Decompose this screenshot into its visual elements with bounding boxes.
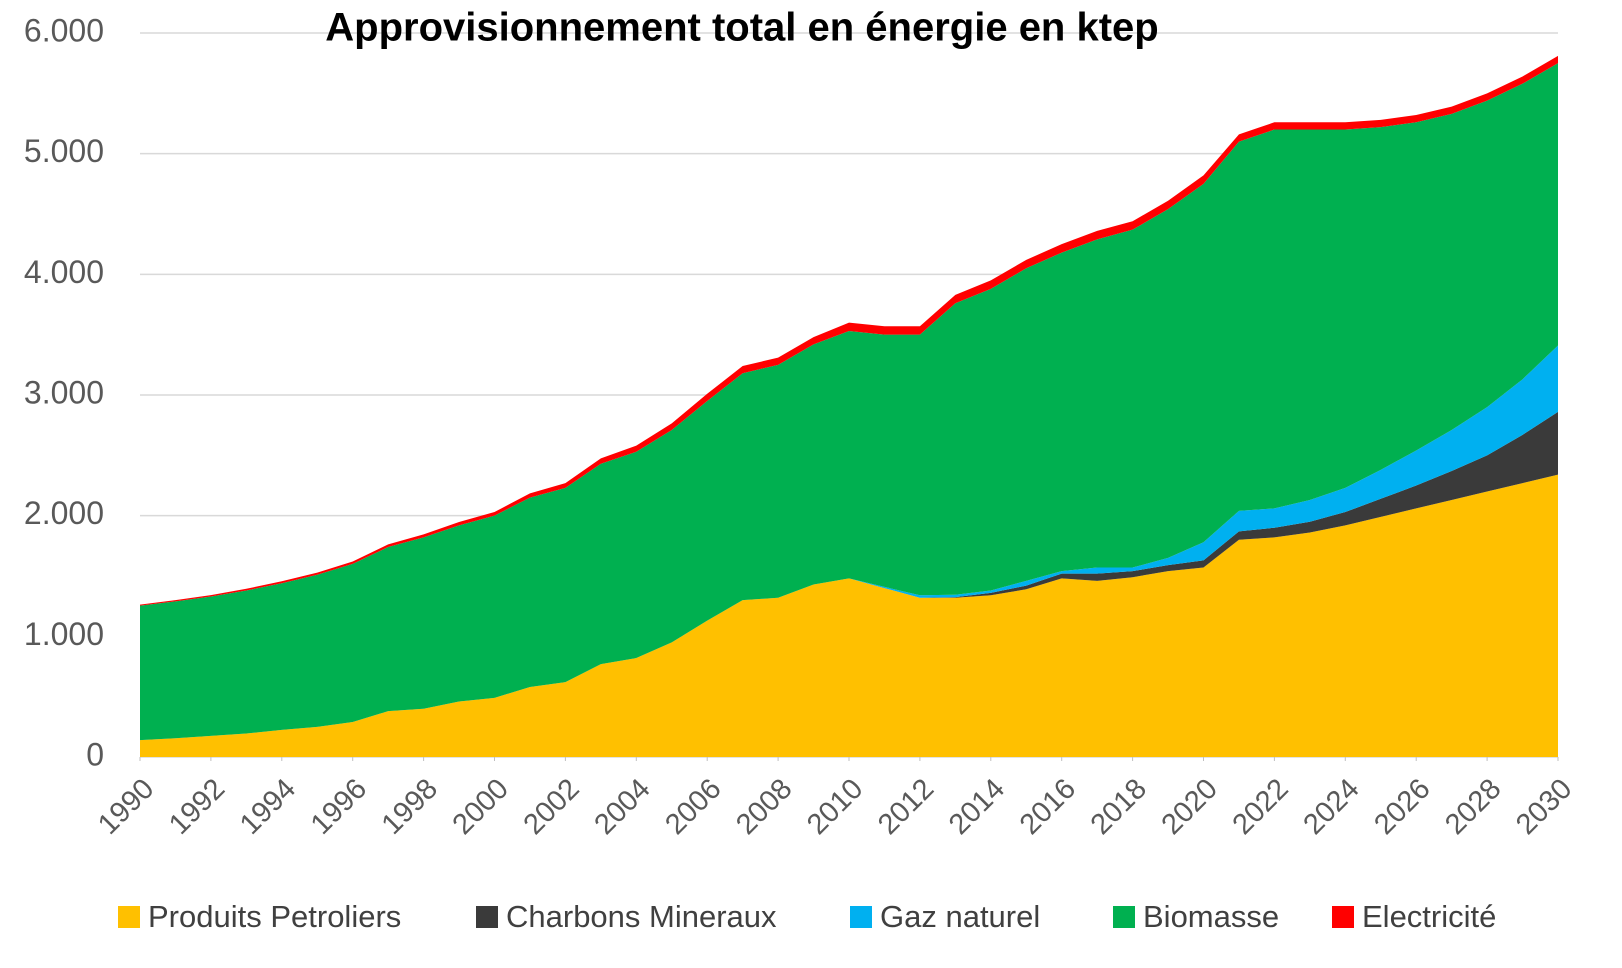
x-tick-label: 2000 <box>447 773 515 841</box>
x-tick-label: 1994 <box>234 773 302 841</box>
x-tick-label: 2018 <box>1085 773 1153 841</box>
x-tick-label: 1990 <box>92 773 160 841</box>
y-tick-label: 4.000 <box>24 254 104 290</box>
x-tick-label: 2030 <box>1510 773 1578 841</box>
legend-swatch <box>1113 906 1135 928</box>
x-tick-label: 2024 <box>1297 773 1365 841</box>
legend-swatch <box>476 906 498 928</box>
x-tick-label: 2012 <box>872 773 940 841</box>
chart-title: Approvisionnement total en énergie en kt… <box>325 6 1158 50</box>
legend-label: Charbons Mineraux <box>506 899 777 934</box>
y-tick-label: 6.000 <box>24 12 104 48</box>
legend-label: Gaz naturel <box>880 899 1040 934</box>
y-tick-label: 5.000 <box>24 133 104 169</box>
legend-swatch <box>118 906 140 928</box>
x-tick-label: 1992 <box>163 773 231 841</box>
x-tick-label: 2002 <box>518 773 586 841</box>
y-tick-label: 1.000 <box>24 616 104 652</box>
x-tick-label: 1998 <box>376 773 444 841</box>
x-tick-label: 2006 <box>659 773 727 841</box>
area <box>140 474 1558 757</box>
area <box>140 63 1558 741</box>
legend-label: Biomasse <box>1143 899 1279 934</box>
legend-label: Produits Petroliers <box>148 899 401 934</box>
legend-label: Electricité <box>1362 899 1496 934</box>
y-tick-label: 3.000 <box>24 374 104 410</box>
x-tick-label: 2004 <box>588 773 656 841</box>
x-tick-label: 2016 <box>1014 773 1082 841</box>
x-tick-label: 2010 <box>801 773 869 841</box>
area <box>140 55 1558 606</box>
x-tick-label: 1996 <box>305 773 373 841</box>
x-tick-label: 2014 <box>943 773 1011 841</box>
legend-swatch <box>1332 906 1354 928</box>
x-tick-label: 2028 <box>1439 773 1507 841</box>
x-tick-label: 2020 <box>1156 773 1224 841</box>
x-tick-label: 2008 <box>730 773 798 841</box>
x-tick-label: 2022 <box>1227 773 1295 841</box>
x-tick-label: 2026 <box>1368 773 1436 841</box>
y-tick-label: 0 <box>86 736 104 772</box>
y-tick-label: 2.000 <box>24 495 104 531</box>
legend-swatch <box>850 906 872 928</box>
